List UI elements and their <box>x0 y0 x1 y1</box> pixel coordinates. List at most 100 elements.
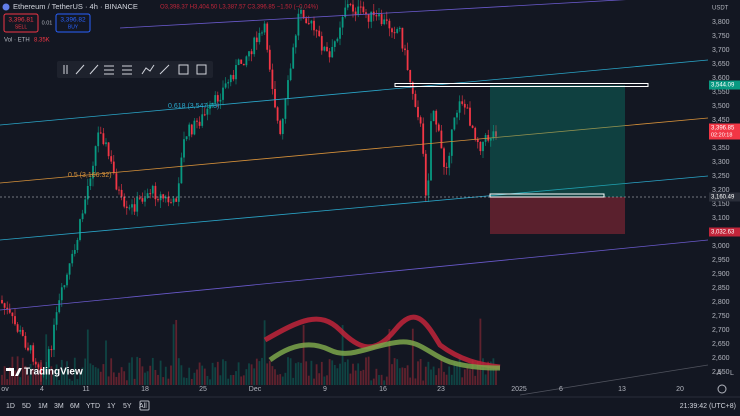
settings-icon[interactable] <box>717 384 727 394</box>
volume-bar <box>29 363 32 385</box>
pen-icon[interactable] <box>75 64 85 75</box>
price-tick-label: 3,300 <box>712 159 730 166</box>
volume-bar <box>167 378 170 385</box>
candle-body <box>128 207 131 209</box>
volume-bar <box>123 371 126 385</box>
fib-icon[interactable] <box>122 65 132 75</box>
candle-body <box>154 185 157 200</box>
range-button[interactable]: 1Y <box>107 403 116 410</box>
range-button[interactable]: 5Y <box>123 403 132 410</box>
candle-body <box>294 35 297 48</box>
volume-bar <box>471 360 474 385</box>
time-tick-label: 4 <box>40 386 44 393</box>
sell-button[interactable] <box>3 13 39 33</box>
time-tick-label: ov <box>1 386 9 393</box>
volume-bar <box>352 363 354 385</box>
price-tick-label: 3,100 <box>712 215 730 222</box>
price-label-bg <box>709 80 740 90</box>
volume-bar <box>172 324 175 385</box>
volume-bar <box>396 359 399 385</box>
candle-body <box>86 185 89 200</box>
volume-bar <box>248 363 250 385</box>
calendar-icon[interactable] <box>139 400 150 411</box>
range-button[interactable]: All <box>139 403 147 410</box>
buy-button[interactable] <box>55 13 91 33</box>
candle-body <box>21 329 24 336</box>
volume-bar <box>456 362 458 385</box>
volume-bar <box>144 372 146 385</box>
candle-body <box>297 13 300 36</box>
volume-bar <box>404 368 406 385</box>
sell-price: 3,396.81 <box>8 17 34 24</box>
volume-bar <box>76 379 79 385</box>
candle-body <box>63 285 66 288</box>
candle-body <box>19 329 22 332</box>
drag-icon[interactable] <box>63 65 68 74</box>
delete-icon[interactable] <box>196 64 207 75</box>
range-button[interactable]: 6M <box>70 403 80 410</box>
volume-bar <box>461 377 464 385</box>
volume-bar <box>19 377 22 385</box>
price-tick-label: 3,800 <box>712 19 730 26</box>
candle-body <box>1 300 3 304</box>
volume-bar <box>63 368 66 385</box>
level-box[interactable] <box>394 83 649 87</box>
volume-bar <box>190 378 193 385</box>
path-icon[interactable] <box>141 64 155 75</box>
range-button[interactable]: 3M <box>54 403 64 410</box>
volume-bar <box>206 375 209 385</box>
volume-bar <box>432 366 435 385</box>
candle-body <box>138 197 141 199</box>
volume-bar <box>417 361 419 385</box>
volume-bar <box>300 362 302 385</box>
candle-body <box>183 139 185 158</box>
price-tick-label: 3,000 <box>712 243 730 250</box>
rect-icon[interactable] <box>178 64 189 75</box>
candle-body <box>370 11 373 22</box>
volume-bar <box>203 368 206 385</box>
volume-bar <box>16 356 19 385</box>
volume-bar <box>211 362 214 385</box>
volume-bar <box>24 365 27 385</box>
candle-body <box>115 173 118 190</box>
ray-icon[interactable] <box>159 64 170 75</box>
volume-bar <box>482 358 484 385</box>
fib-line <box>0 117 709 184</box>
volume-bar <box>474 375 477 385</box>
time-tick-label: Dec <box>249 386 262 393</box>
price-tick-label: 2,600 <box>712 355 730 362</box>
range-button[interactable]: 1D <box>6 403 15 410</box>
range-button[interactable]: YTD <box>86 403 100 410</box>
volume-bar <box>448 366 451 385</box>
volume-bar <box>37 361 40 385</box>
candle-body <box>229 75 232 83</box>
volume-bar <box>279 374 282 385</box>
line-icon[interactable] <box>89 64 99 75</box>
volume-bar <box>336 368 339 385</box>
scale-button[interactable]: A <box>717 370 722 377</box>
volume-bar <box>55 364 58 385</box>
volume-bar <box>268 360 271 385</box>
candle-body <box>450 129 453 156</box>
channel-line <box>0 175 709 241</box>
level-box[interactable] <box>489 193 605 198</box>
candle-body <box>437 124 440 131</box>
volume-bar <box>115 376 118 385</box>
candle-body <box>406 50 409 71</box>
candle-body <box>232 75 235 80</box>
scale-button[interactable]: L <box>730 370 734 377</box>
range-button[interactable]: 5D <box>22 403 31 410</box>
candle-body <box>146 193 149 198</box>
volume-bar <box>445 374 448 385</box>
volume-bar <box>193 372 196 385</box>
volume-bar <box>159 360 162 385</box>
fib-icon[interactable] <box>104 65 114 75</box>
volume-bar <box>344 362 347 385</box>
volume-bar <box>294 363 297 385</box>
candle-body <box>58 300 61 313</box>
candle-body <box>354 11 357 15</box>
range-button[interactable]: 1M <box>38 403 48 410</box>
volume-bar <box>185 377 188 385</box>
time-tick-label: 25 <box>199 386 207 393</box>
volume-bar <box>276 374 279 385</box>
